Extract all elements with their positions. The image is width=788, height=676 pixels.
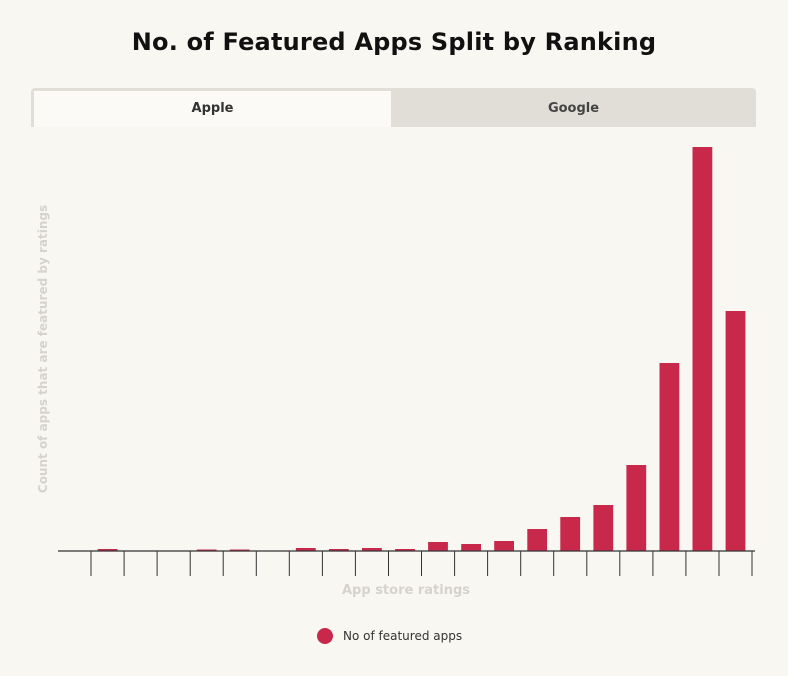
bar[interactable] <box>626 465 647 551</box>
bar[interactable] <box>229 549 250 552</box>
tab-google[interactable]: Google <box>547 101 600 116</box>
tab-bar: Apple Google <box>31 88 756 127</box>
bar[interactable] <box>692 147 713 551</box>
bar[interactable] <box>560 517 581 551</box>
bar[interactable] <box>461 544 481 551</box>
bar[interactable] <box>196 549 217 552</box>
legend-swatch <box>317 628 333 644</box>
chart-title: No. of Featured Apps Split by Ranking <box>131 28 657 56</box>
bar[interactable] <box>329 549 349 551</box>
x-axis-label: App store ratings <box>342 583 470 598</box>
tab-apple[interactable]: Apple <box>34 91 391 127</box>
bar[interactable] <box>395 549 415 551</box>
x-axis-ticks <box>90 551 753 576</box>
bar[interactable] <box>295 548 316 551</box>
bar[interactable] <box>527 529 548 551</box>
bar[interactable] <box>494 541 514 551</box>
y-axis-label: Count of apps that are featured by ratin… <box>36 205 50 493</box>
bar[interactable] <box>428 542 448 551</box>
legend[interactable]: No of featured apps <box>317 627 462 645</box>
bar[interactable] <box>725 311 746 551</box>
bar[interactable] <box>97 549 118 551</box>
legend-label: No of featured apps <box>343 629 463 643</box>
bar[interactable] <box>362 548 382 551</box>
bars-group <box>97 147 746 552</box>
bar[interactable] <box>659 363 680 551</box>
bar[interactable] <box>593 505 614 551</box>
